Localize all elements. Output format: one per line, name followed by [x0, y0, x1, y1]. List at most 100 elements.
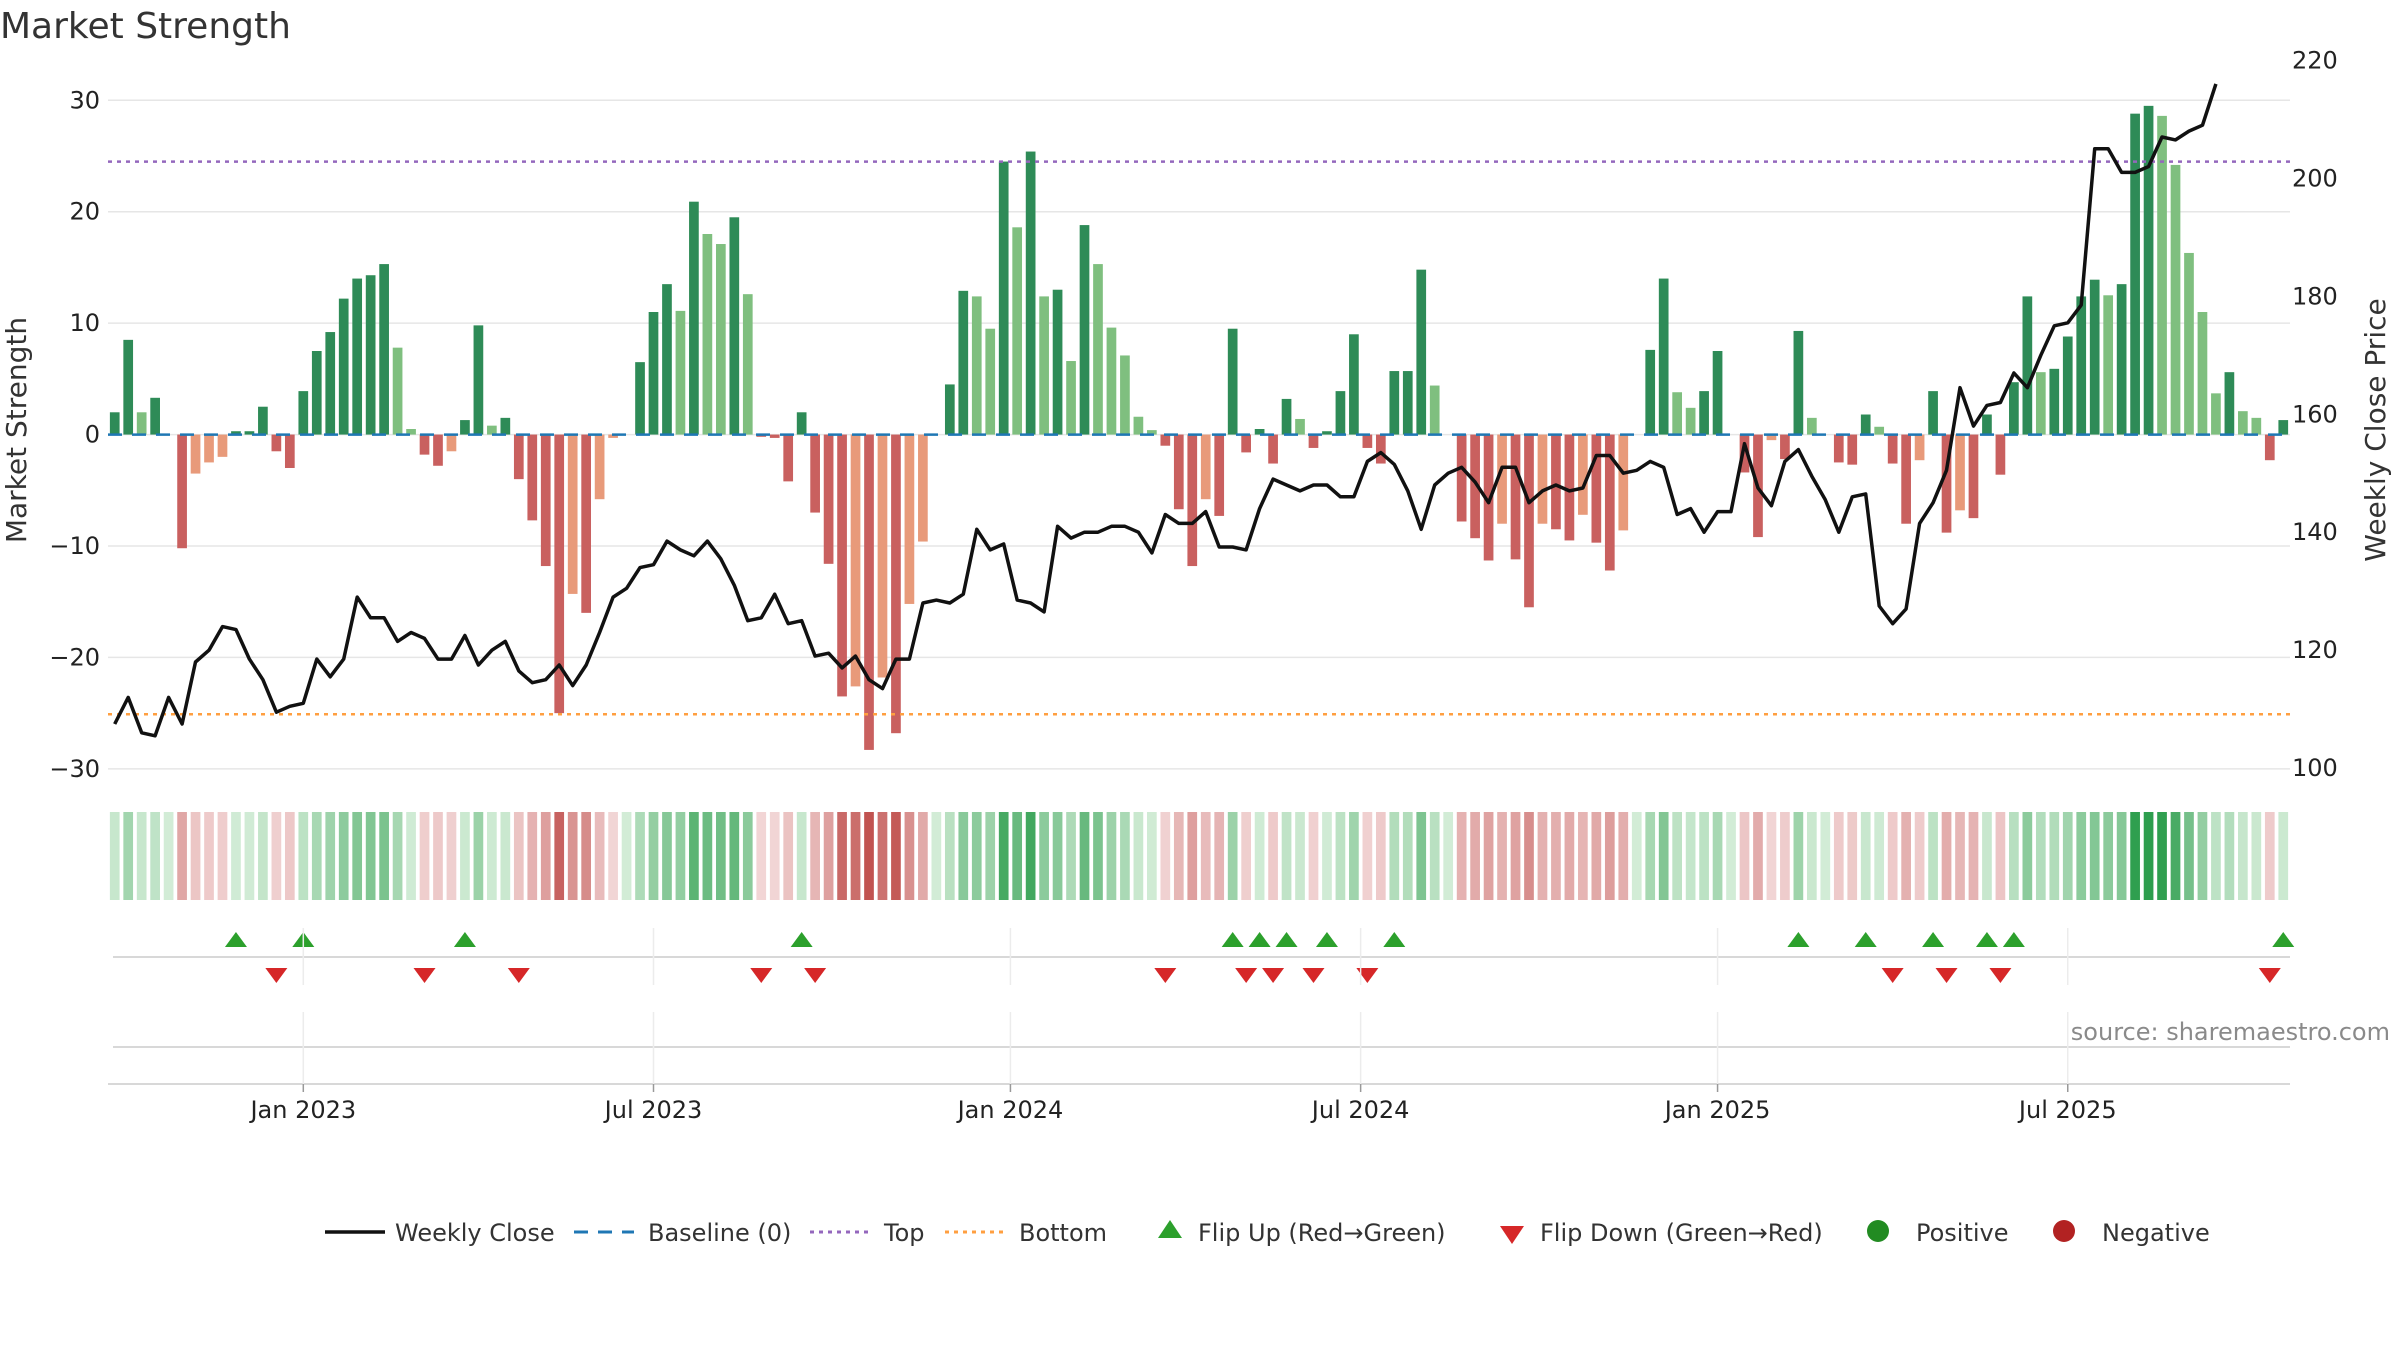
date-tick-label: Jul 2023	[603, 1096, 703, 1124]
heat-cell	[1079, 812, 1090, 900]
heat-cell	[1402, 812, 1413, 900]
date-tick-label: Jul 2024	[1310, 1096, 1410, 1124]
heat-cell	[1780, 812, 1790, 900]
strength-bar	[1739, 434, 1750, 473]
strength-bar	[1335, 391, 1346, 435]
strength-bar	[810, 434, 820, 513]
heat-cell	[1012, 812, 1023, 900]
heat-cell	[1537, 812, 1548, 900]
heat-cell	[2089, 812, 2100, 900]
strength-bar	[1079, 225, 1090, 435]
flip-down-marker	[1935, 968, 1958, 983]
strength-bar	[1483, 434, 1494, 561]
strength-bar	[1766, 434, 1777, 441]
heat-cell	[2224, 812, 2235, 900]
heat-cell	[311, 812, 322, 900]
strength-bar	[487, 425, 497, 435]
strength-bar	[594, 434, 605, 500]
heat-cell	[1483, 812, 1494, 900]
heat-cell	[1214, 812, 1225, 900]
strength-bar	[1510, 434, 1521, 560]
heat-cell	[540, 812, 551, 900]
strength-bar	[1524, 434, 1534, 608]
strength-bar	[1564, 434, 1575, 541]
heat-cell	[1820, 812, 1831, 900]
heat-cell	[1375, 812, 1386, 900]
heat-cell	[1362, 812, 1373, 900]
strength-bar	[1497, 434, 1507, 524]
flip-down-marker	[1235, 968, 1258, 983]
flip-up-marker	[1975, 932, 1998, 947]
chart-title: Market Strength	[0, 6, 291, 47]
heat-cell	[2103, 812, 2114, 900]
strength-bar	[311, 351, 322, 435]
heat-cell	[756, 812, 767, 900]
strength-bar	[1618, 434, 1629, 531]
strength-bar	[1928, 391, 1938, 435]
flip-up-marker	[1315, 932, 1338, 947]
heat-cell	[1335, 812, 1346, 900]
strength-bar	[1093, 264, 1103, 435]
strength-bar	[1699, 391, 1709, 435]
heat-cell	[1941, 812, 1952, 900]
heat-cell	[1147, 812, 1157, 900]
heat-cell	[1443, 812, 1454, 900]
strength-bar	[500, 417, 511, 435]
heat-cell	[1658, 812, 1669, 900]
strength-bar	[1012, 227, 1023, 435]
strength-bar	[1672, 392, 1683, 435]
heat-cell	[1470, 812, 1480, 900]
heat-cell	[769, 812, 780, 900]
flip-up-marker	[224, 932, 247, 947]
heat-cell	[284, 812, 295, 900]
heat-cell	[1416, 812, 1427, 900]
strength-bar	[2211, 393, 2221, 435]
heat-cell	[109, 812, 120, 900]
heat-cell	[837, 812, 847, 900]
heat-cell	[675, 812, 686, 900]
strength-bar	[850, 434, 861, 687]
heat-cell	[621, 812, 632, 900]
strength-bar	[433, 434, 443, 466]
source-credit: source: sharemaestro.com	[2071, 1018, 2390, 1046]
strength-bar	[1780, 434, 1790, 460]
flip-up-marker	[790, 932, 813, 947]
strength-bar	[675, 310, 686, 435]
strength-bar	[1173, 434, 1184, 510]
strength-bar	[1375, 434, 1386, 464]
legend-label: Flip Down (Green→Red)	[1540, 1219, 1823, 1247]
strength-bar	[1160, 434, 1171, 446]
flip-down-marker	[265, 968, 288, 983]
heat-cell	[796, 812, 807, 900]
heat-cell	[1739, 812, 1750, 900]
heat-cell	[2197, 812, 2208, 900]
strength-bar	[837, 434, 847, 697]
heat-cell	[1887, 812, 1898, 900]
heat-cell	[1066, 812, 1076, 900]
heat-cell	[1914, 812, 1925, 900]
heat-cell	[648, 812, 659, 900]
flip-down-marker	[413, 968, 436, 983]
heat-cell	[1618, 812, 1629, 900]
heat-cell	[2170, 812, 2181, 900]
strength-bar	[2049, 368, 2060, 435]
heat-cell	[729, 812, 740, 900]
heat-cell	[1806, 812, 1817, 900]
strength-bar	[258, 406, 268, 435]
heat-cell	[1955, 812, 1965, 900]
heat-cell	[298, 812, 309, 900]
strength-bar	[136, 412, 147, 435]
legend-item-baseline: Baseline (0)	[574, 1219, 791, 1247]
heat-cell	[406, 812, 416, 900]
strength-bar	[298, 391, 309, 435]
heat-cell	[1160, 812, 1171, 900]
left-axis-ticks: 30 20 10 0 −10 −20 −30	[49, 86, 100, 783]
heat-cell	[244, 812, 255, 900]
left-tick-label: −20	[49, 643, 100, 671]
heat-cell	[635, 812, 645, 900]
strength-bar	[2157, 115, 2167, 435]
legend-item-positive: Positive	[1867, 1219, 2009, 1247]
heat-cell	[136, 812, 147, 900]
heat-cell	[864, 812, 874, 900]
heat-cell	[944, 812, 955, 900]
